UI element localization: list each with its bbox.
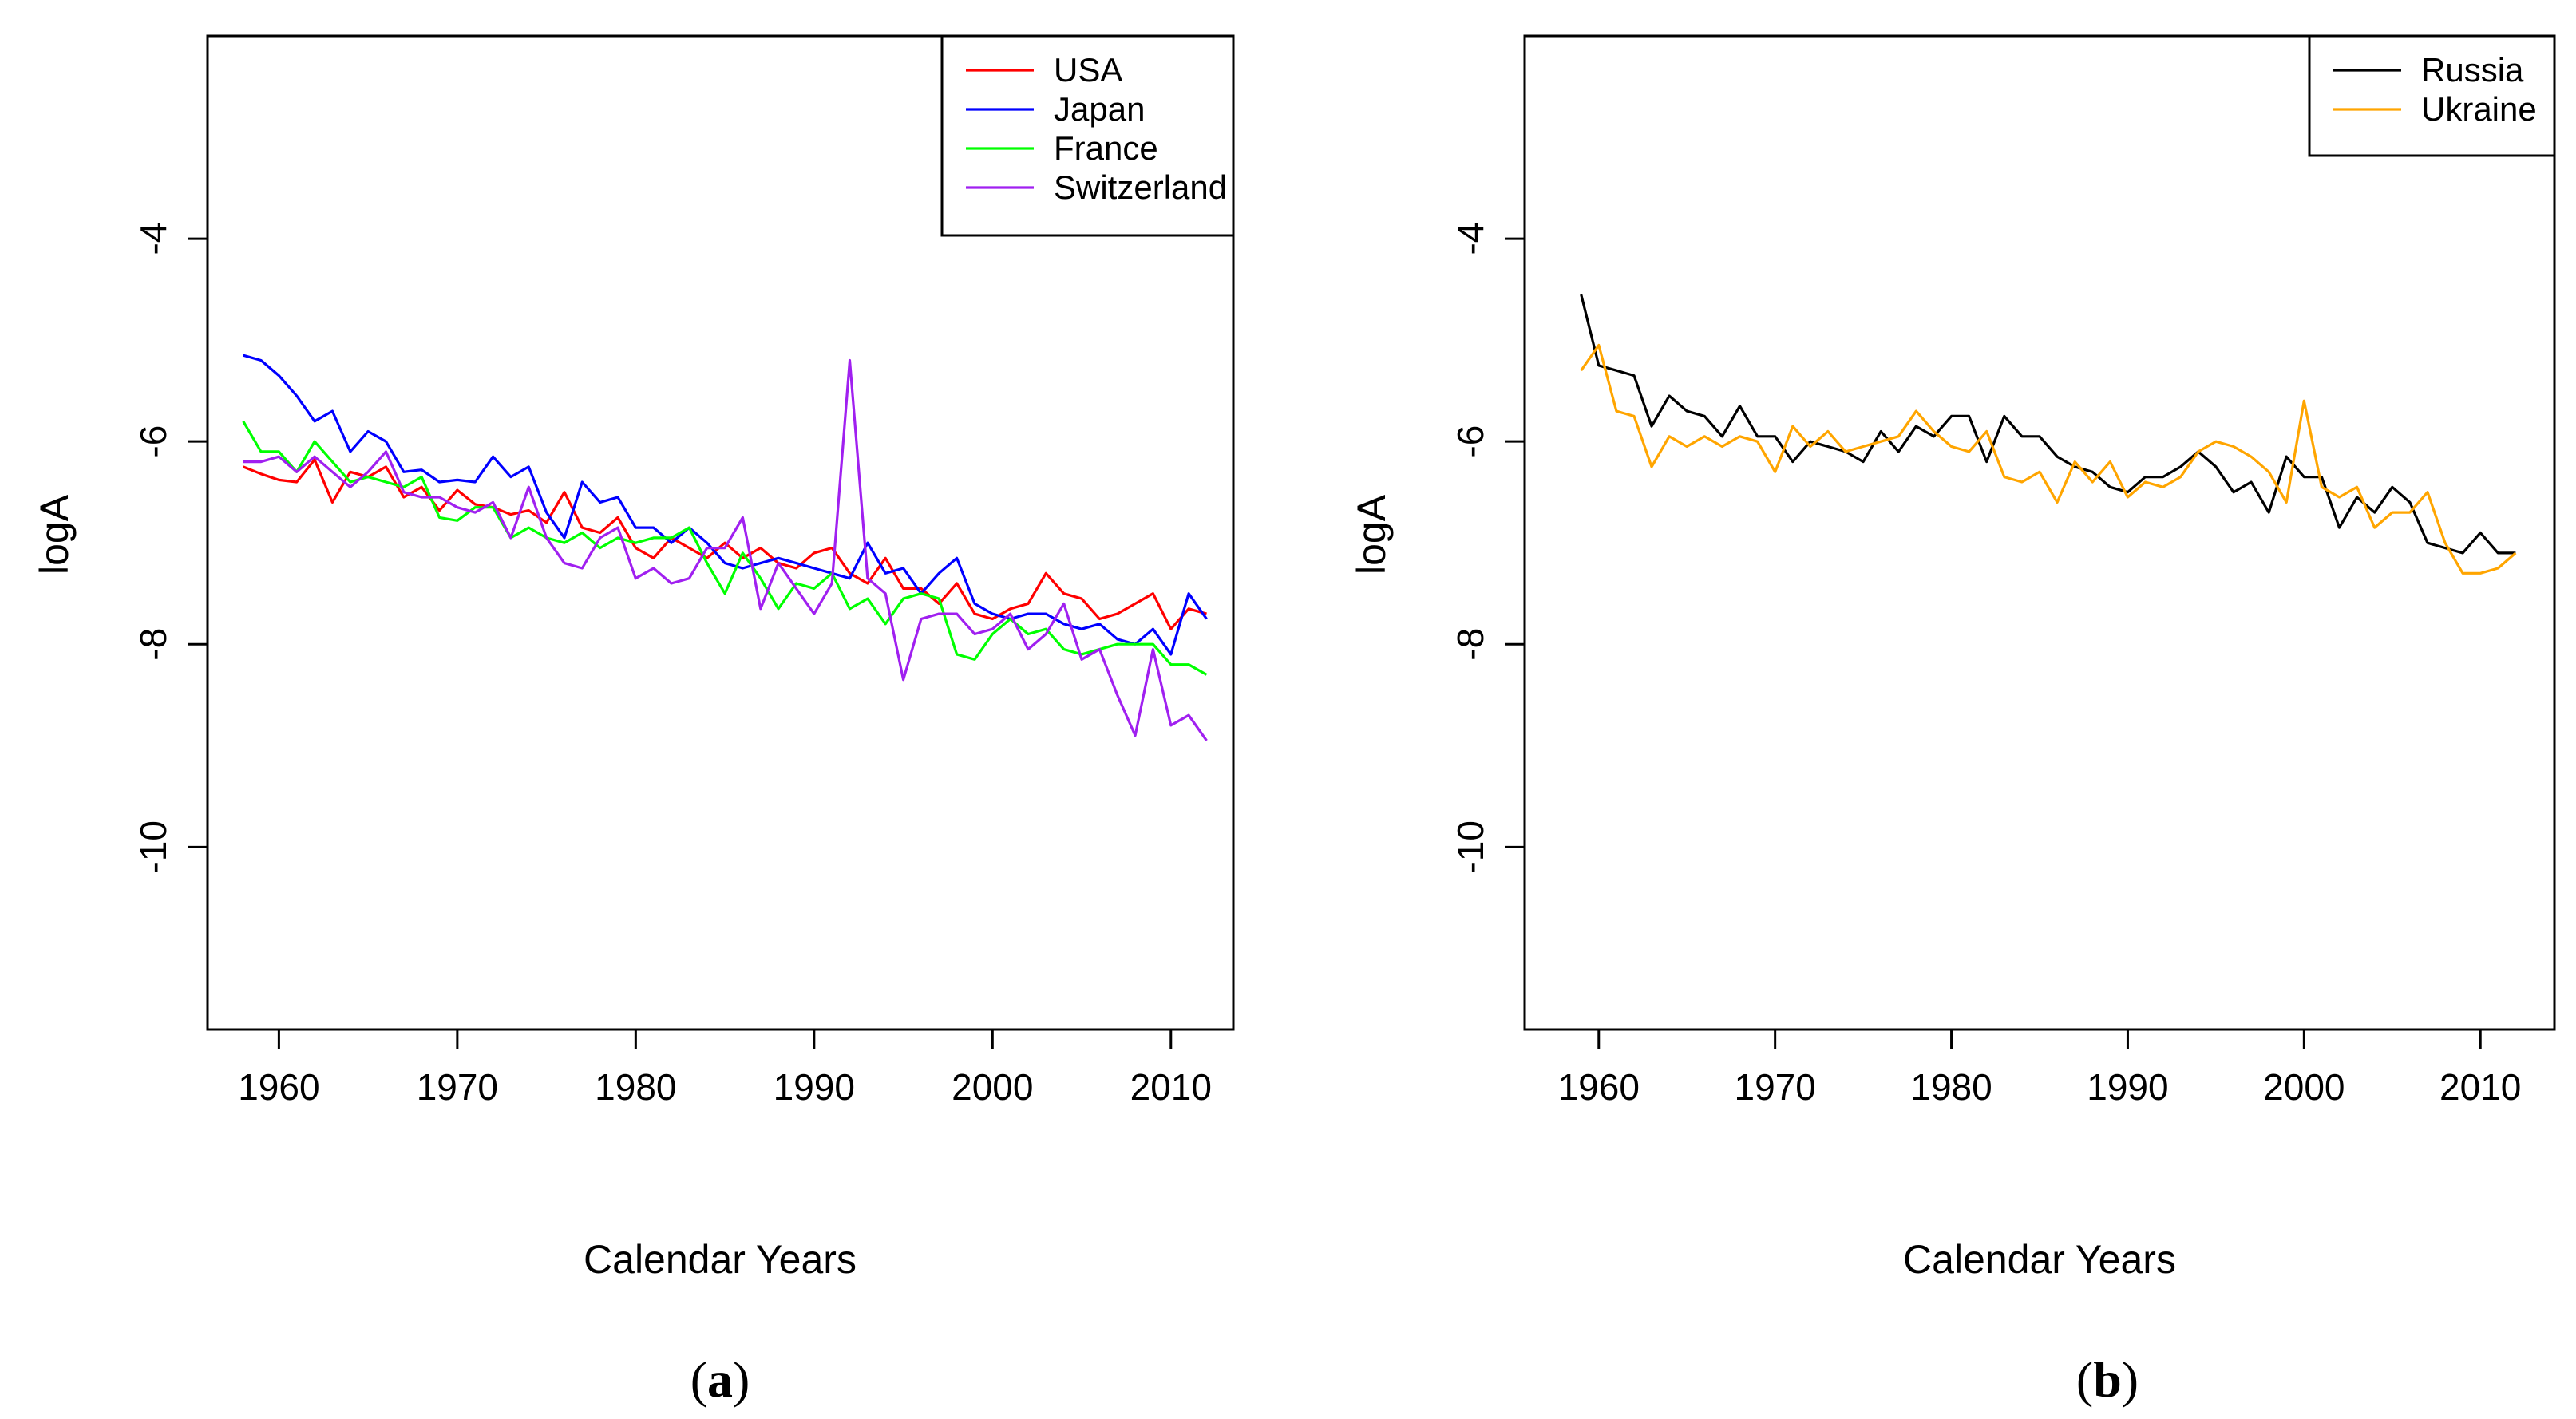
panel-a-x-tick-label: 2000 xyxy=(952,1066,1033,1108)
panel-b-x-tick-label: 2010 xyxy=(2439,1066,2521,1108)
legend-label-switzerland: Switzerland xyxy=(1054,168,1227,206)
panel-a-caption: (a) xyxy=(690,1351,750,1408)
panel-b-x-tick-label: 2000 xyxy=(2263,1066,2345,1108)
panel-a-y-tick-label: -6 xyxy=(133,425,174,458)
panel-b-y-tick-label: -6 xyxy=(1450,425,1491,458)
panel-b-x-tick-label: 1980 xyxy=(1910,1066,1992,1108)
panel-a-y-axis-title: logA xyxy=(32,494,77,575)
legend-label-france: France xyxy=(1054,129,1158,167)
panel-b-x-tick-label: 1960 xyxy=(1558,1066,1640,1108)
panel-b-y-tick-label: -4 xyxy=(1450,223,1491,255)
panel-b-x-tick-label: 1970 xyxy=(1734,1066,1815,1108)
series-line-france xyxy=(242,420,1208,676)
panel-a-series-lines xyxy=(242,354,1208,741)
panel-b-plot-frame xyxy=(1523,34,2556,1031)
series-line-ukraine xyxy=(1580,343,2517,575)
panel-a-y-tick-label: -4 xyxy=(133,223,174,255)
series-line-switzerland xyxy=(243,358,1208,741)
series-line-usa xyxy=(243,458,1207,630)
panel-b-y-tick-label: -10 xyxy=(1450,820,1491,873)
series-line-russia xyxy=(1580,294,2516,555)
panel-b-y-axis-title: logA xyxy=(1349,494,1394,575)
panel-a: 1960 1970 1980 1990 2000 2010 -4 -6 -8 -10 Calen… xyxy=(32,34,1235,1408)
panel-b-caption: (b) xyxy=(2076,1351,2139,1408)
series-line-japan xyxy=(243,354,1208,656)
panel-a-x-tick-label: 1970 xyxy=(417,1066,498,1108)
panel-b-x-axis: 1960 1970 1980 1990 2000 2010 xyxy=(1558,1030,2521,1108)
panel-b-legend-box xyxy=(2308,34,2556,157)
panel-a-x-tick-label: 1990 xyxy=(774,1066,855,1108)
legend-label-russia: Russia xyxy=(2421,51,2524,89)
panel-a-x-tick-label: 2010 xyxy=(1130,1066,1212,1108)
panel-b-x-axis-title: Calendar Years xyxy=(1903,1237,2176,1282)
panel-a-y-axis: -4 -6 -8 -10 xyxy=(133,223,208,874)
panel-a-y-tick-label: -8 xyxy=(133,628,174,661)
panel-a-x-tick-label: 1980 xyxy=(595,1066,676,1108)
panel-b-x-tick-label: 1990 xyxy=(2087,1066,2168,1108)
panel-b-series-lines xyxy=(1580,294,2517,575)
panel-b-y-tick-label: -8 xyxy=(1450,628,1491,661)
panel-b-y-axis: -4 -6 -8 -10 xyxy=(1450,223,1525,874)
legend-label-ukraine: Ukraine xyxy=(2421,90,2537,128)
panel-a-x-axis: 1960 1970 1980 1990 2000 2010 xyxy=(238,1030,1212,1108)
panel-a-y-tick-label: -10 xyxy=(133,820,174,873)
panel-a-x-tick-label: 1960 xyxy=(238,1066,319,1108)
panel-a-plot-frame xyxy=(206,34,1235,1031)
legend-label-japan: Japan xyxy=(1054,90,1145,128)
legend-label-usa: USA xyxy=(1054,51,1122,89)
panel-b: 1960 1970 1980 1990 2000 2010 -4 -6 -8 -10 Calen… xyxy=(1349,34,2556,1408)
panel-a-x-axis-title: Calendar Years xyxy=(584,1237,857,1282)
